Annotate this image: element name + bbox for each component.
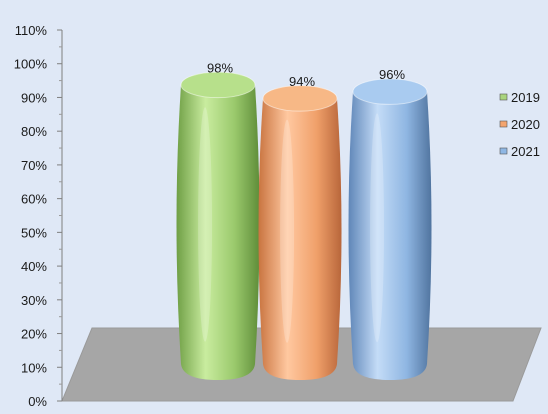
legend-item-2020: 2020 [499, 117, 540, 132]
y-tick-label: 10% [21, 360, 47, 375]
legend-item-2019: 2019 [499, 90, 540, 105]
bar-top [262, 85, 338, 112]
y-tick-label: 20% [21, 327, 47, 342]
y-tick-label: 70% [21, 158, 47, 173]
data-label-2019: 98% [207, 60, 233, 75]
legend-swatch [499, 120, 508, 128]
y-tick-label: 0% [28, 394, 47, 409]
bar-body [348, 91, 432, 381]
y-tick-label: 80% [21, 124, 47, 139]
bar-body [258, 98, 342, 380]
y-tick-label: 40% [21, 259, 47, 274]
legend-item-2021: 2021 [499, 144, 540, 159]
y-tick-label: 50% [21, 225, 47, 240]
bars [176, 71, 432, 381]
legend-swatch [499, 147, 508, 155]
legend-label: 2019 [511, 90, 540, 105]
y-axis: 0% 10% 20% 30% 40% 50% 60% 70% 80% 90% 100% 110% [14, 23, 63, 409]
y-tick-label: 90% [21, 90, 47, 105]
bar-highlight [198, 107, 213, 342]
bar-2021 [348, 78, 432, 381]
legend-label: 2021 [511, 144, 540, 159]
data-label-2021: 96% [379, 67, 405, 82]
bar-top [180, 71, 256, 99]
bar-body [176, 84, 260, 380]
legend: 2019 2020 2021 [499, 90, 540, 159]
bar-2019 [176, 71, 260, 380]
y-tick-label: 60% [21, 192, 47, 207]
legend-label: 2020 [511, 117, 540, 132]
data-label-2020: 94% [289, 74, 315, 89]
y-tick-label: 30% [21, 293, 47, 308]
data-labels: 98% 94% 96% [207, 60, 405, 88]
bar-2020 [258, 85, 342, 380]
bar-highlight [370, 113, 385, 343]
bar-highlight [280, 119, 295, 343]
y-tick-label: 110% [15, 23, 48, 38]
bar-top [352, 78, 428, 105]
y-tick-label: 100% [14, 57, 48, 72]
legend-swatch [499, 93, 508, 101]
